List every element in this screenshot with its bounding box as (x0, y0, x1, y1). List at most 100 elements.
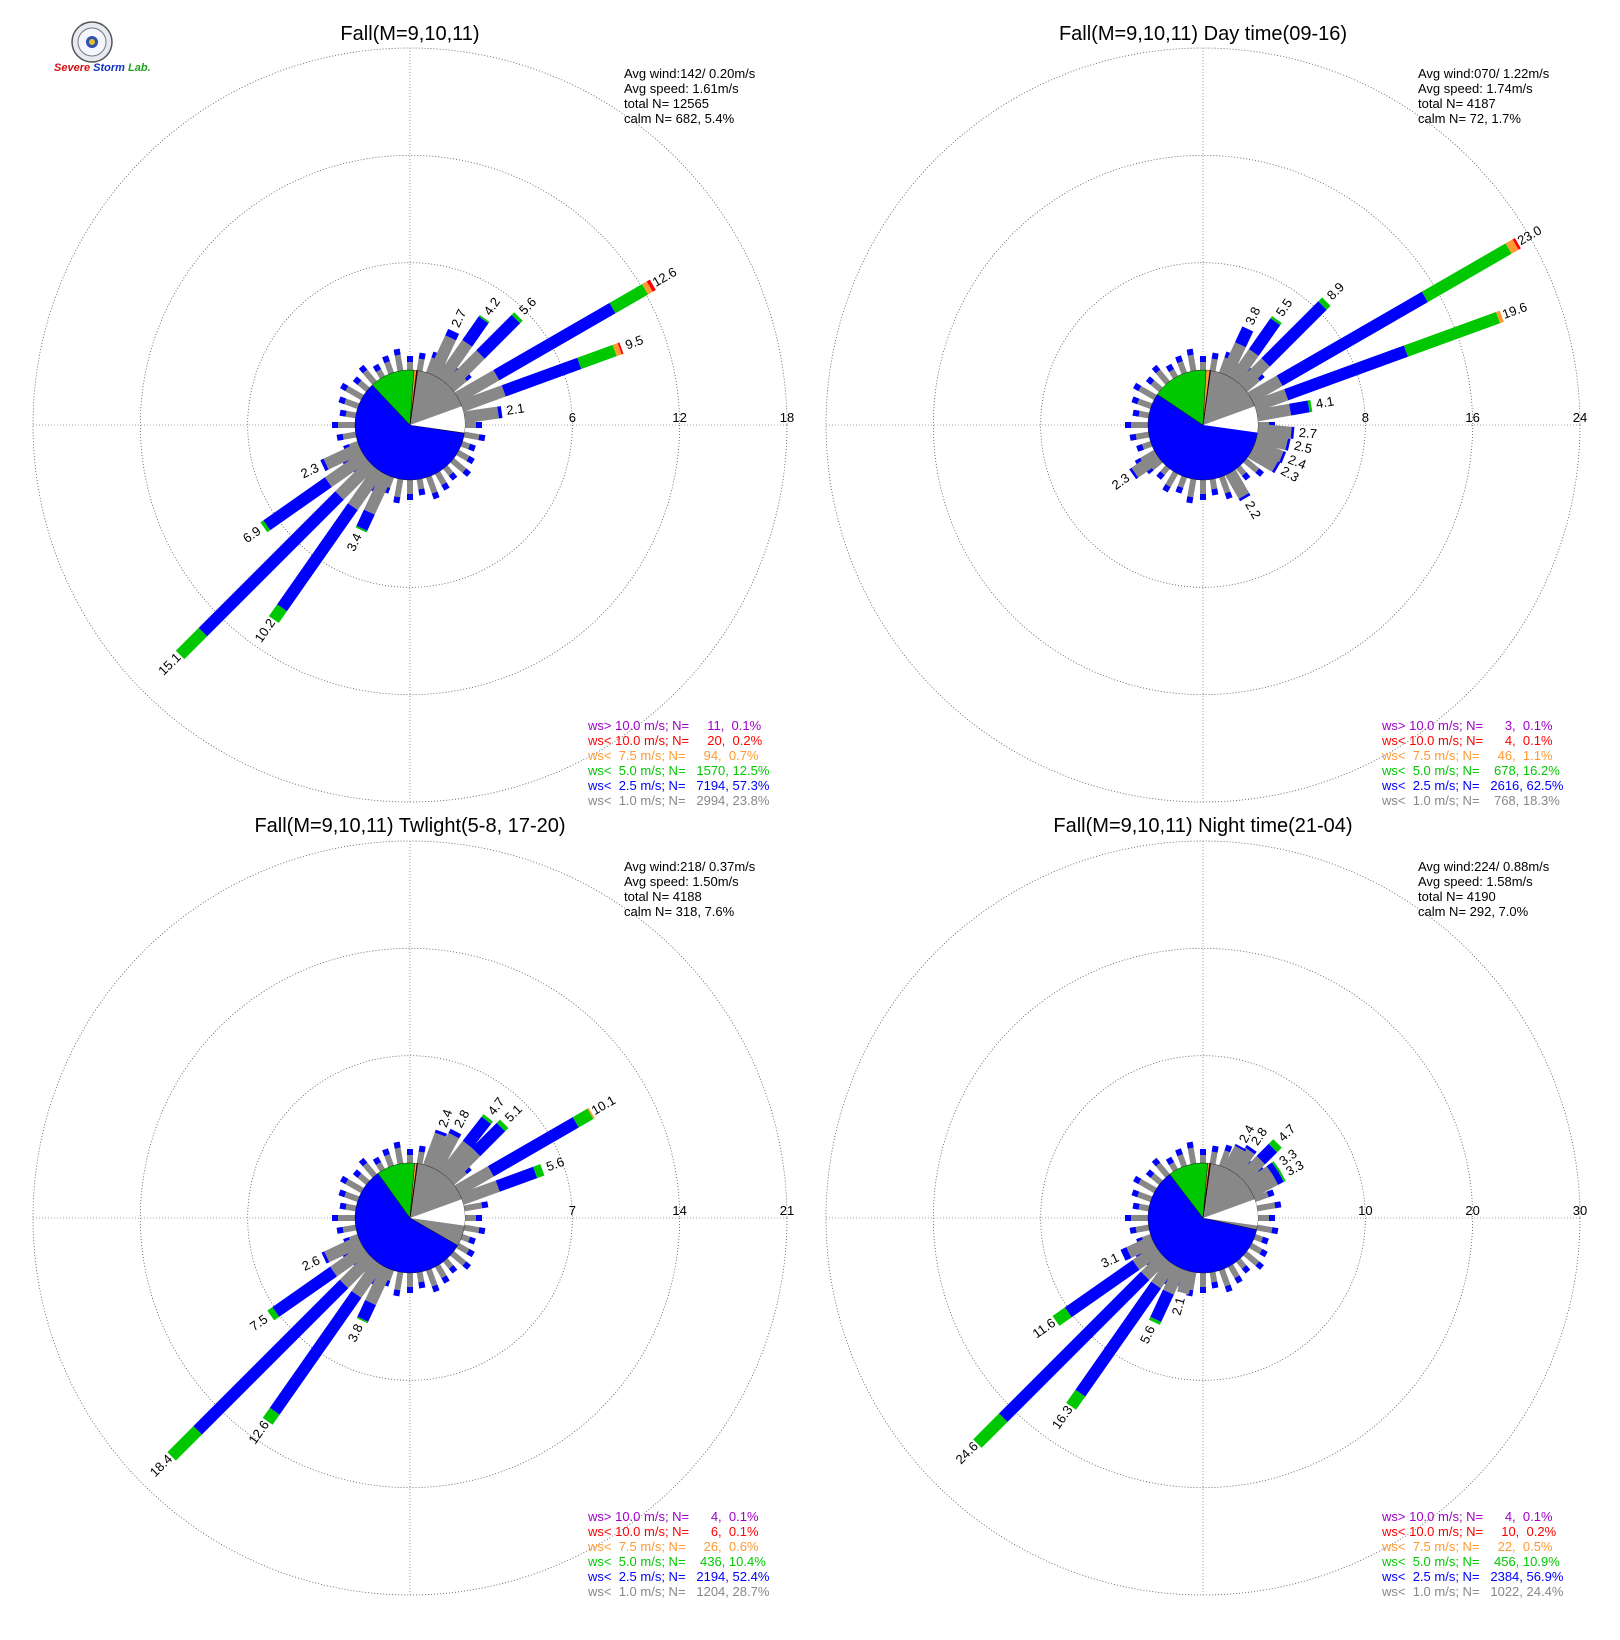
direction-bar-segment (272, 1266, 337, 1317)
minor-bar-tip (340, 1175, 349, 1185)
ring-circle (825, 840, 1581, 1596)
direction-bar-segment (533, 1164, 545, 1179)
direction-bar-segment (423, 1132, 446, 1169)
direction-bar-label: 7.5 (247, 1311, 270, 1334)
direction-bar-segment (493, 302, 616, 381)
direction-bar-segment (324, 1235, 363, 1263)
direction-bar-segment (1066, 1389, 1086, 1410)
direction-bar-segment (646, 279, 656, 292)
ring-circle (32, 47, 788, 803)
direction-bar-segment (439, 1140, 473, 1179)
minor-bar-tip (418, 1281, 426, 1289)
minor-bar-tip (1145, 376, 1155, 385)
direction-bar-segment (1151, 1259, 1177, 1289)
direction-bar-segment (1247, 447, 1279, 472)
direction-bar-segment (973, 1413, 1008, 1448)
ring-tick-label: 10 (1358, 1203, 1372, 1218)
pie-slice (1157, 369, 1207, 426)
direction-bar-label: 5.6 (544, 1154, 566, 1174)
minor-bar-tip (1244, 1159, 1253, 1168)
direction-bar-segment (1126, 1235, 1156, 1259)
direction-bar-segment (444, 1147, 481, 1184)
direction-bar-segment (463, 406, 499, 424)
direction-bar-label: 2.8 (451, 1107, 473, 1130)
stats-line: Avg speed: 1.74m/s (1418, 81, 1533, 96)
stats-line: total N= 12565 (624, 96, 709, 111)
legend-entry: ws> 10.0 m/s; N= 4, 0.1% (1381, 1509, 1553, 1524)
ring-tick-label: 8 (1362, 410, 1369, 425)
direction-bar-segment (1271, 1161, 1281, 1173)
direction-bar-segment (1248, 1174, 1279, 1198)
minor-bar-tip (441, 1275, 450, 1284)
minor-bar-tip (431, 1284, 440, 1293)
direction-bar-segment (462, 316, 489, 347)
minor-bar-tip (481, 1201, 489, 1209)
direction-bar-segment (1403, 311, 1501, 357)
direction-bar-segment (1421, 243, 1512, 303)
direction-bar-segment (339, 1252, 376, 1289)
legend-entry: ws> 10.0 m/s; N= 3, 0.1% (1381, 718, 1553, 733)
minor-bar-tip (1224, 1144, 1233, 1153)
minor-bar-tip (431, 491, 440, 500)
direction-bar-segment (1150, 1289, 1174, 1322)
legend-entry: ws< 10.0 m/s; N= 20, 0.2% (587, 733, 763, 748)
direction-bar-segment (1272, 461, 1281, 474)
direction-bar-segment (1238, 492, 1251, 502)
direction-bar-segment (365, 1265, 393, 1306)
minor-bar-tip (339, 1202, 347, 1210)
direction-bar-segment (260, 520, 271, 533)
ring-circle (932, 947, 1474, 1489)
direction-bar-segment (501, 357, 582, 397)
direction-bar-segment (356, 1316, 369, 1324)
logo-storm: Storm (93, 62, 125, 74)
direction-bar-segment (324, 451, 369, 488)
direction-bar-segment (1148, 1316, 1162, 1325)
pie-slice (1202, 1163, 1211, 1219)
minor-bar-tip (1224, 491, 1233, 500)
direction-bar-segment (355, 525, 368, 533)
ring-circle (139, 947, 681, 1489)
direction-bar-segment (320, 458, 329, 472)
minor-bar-tip (468, 1236, 476, 1245)
legend-entry: ws< 7.5 m/s; N= 46, 1.1% (1381, 748, 1553, 763)
seal-icon (71, 21, 113, 63)
direction-bar-segment (1075, 1281, 1161, 1397)
direction-bar-segment (347, 466, 384, 511)
direction-bar-segment (998, 1271, 1150, 1423)
direction-bar-label: 2.5 (1293, 438, 1314, 457)
direction-bar-label: 11.6 (1030, 1315, 1059, 1341)
direction-bar-segment (1140, 1252, 1169, 1281)
direction-bar-label: 3.3 (1283, 1157, 1306, 1179)
ring-circle (825, 47, 1581, 803)
minor-bar-tip (463, 1165, 472, 1175)
ring-tick-label: 7 (569, 1203, 576, 1218)
direction-bar-segment (1162, 1265, 1186, 1295)
direction-bar-segment (495, 1166, 538, 1192)
direction-bar-segment (434, 1129, 448, 1137)
minor-bar-tip (382, 1148, 390, 1157)
direction-bar-label: 5.5 (1273, 296, 1296, 319)
calm-wedge (1203, 1199, 1259, 1226)
minor-bar-tip (1211, 352, 1219, 360)
minor-bar-tip (1175, 355, 1183, 364)
pie-slice (1147, 1173, 1257, 1274)
ring-circle (932, 154, 1474, 696)
minor-bar-tip (1136, 444, 1144, 452)
stats-line: total N= 4188 (624, 889, 702, 904)
minor-bar-tip (1186, 496, 1194, 504)
direction-bar-segment (1276, 291, 1428, 386)
ring-tick-label: 21 (780, 1203, 794, 1218)
minor-bar-tip (1162, 1277, 1171, 1286)
minor-bar-tip (341, 1250, 351, 1260)
direction-bar-segment (1505, 239, 1519, 254)
direction-bar-segment (462, 1116, 492, 1149)
direction-bar-segment (459, 385, 506, 412)
direction-bar-label: 3.4 (344, 531, 365, 554)
legend-entry: ws< 10.0 m/s; N= 6, 0.1% (587, 1524, 759, 1539)
direction-bar-segment (612, 343, 622, 357)
minor-bar-tip (393, 1289, 401, 1297)
direction-bar-segment (1244, 1166, 1274, 1192)
legend-entry: ws< 1.0 m/s; N= 1022, 24.4% (1381, 1584, 1564, 1599)
direction-bar-segment (198, 491, 344, 637)
pie-slice (409, 370, 418, 426)
